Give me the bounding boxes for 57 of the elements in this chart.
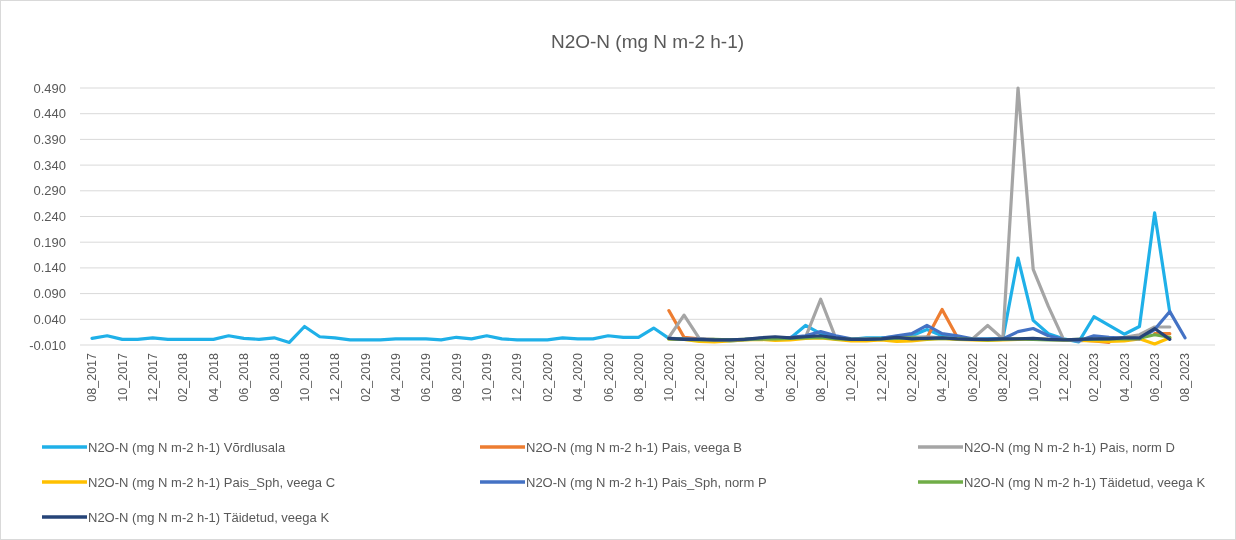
x-tick-label: 02_2020 [540,352,555,402]
y-tick-label: 0.440 [33,106,66,122]
x-tick-label: 12_2019 [510,352,525,402]
x-tick-label: 04_2020 [571,352,586,402]
x-tick-label: 04_2021 [753,352,768,402]
x-tick-label: 06_2018 [237,352,252,402]
line-series [667,326,1172,342]
y-tick-label: 0.040 [33,311,66,327]
legend-label: N2O-N (mg N m-2 h-1) Pais, veega B [526,439,743,455]
y-tick-label: 0.340 [33,157,66,173]
y-tick-label: -0.010 [29,337,66,353]
y-tick-label: 0.390 [33,131,66,147]
x-tick-label: 06_2019 [419,352,434,402]
x-tick-label: 10_2017 [115,352,130,402]
x-tick-label: 08_2021 [814,352,829,402]
x-tick-label: 12_2021 [874,352,889,402]
x-tick-label: 04_2019 [388,352,403,402]
x-tick-label: 08_2019 [449,352,464,402]
x-tick-label: 04_2023 [1117,352,1132,402]
x-tick-label: 10_2022 [1026,352,1041,402]
x-tick-label: 10_2020 [662,352,677,402]
x-tick-label: 10_2021 [844,352,859,402]
y-tick-label: 0.490 [33,80,66,96]
x-tick-label: 06_2021 [783,352,798,402]
x-tick-label: 08_2018 [267,352,282,402]
y-tick-label: 0.290 [33,183,66,199]
legend-label: N2O-N (mg N m-2 h-1) Võrdlusala [88,439,286,455]
x-tick-label: 08_2020 [631,352,646,402]
legend-label: N2O-N (mg N m-2 h-1) Pais_Sph, veega C [88,474,336,490]
legend-label: N2O-N (mg N m-2 h-1) Pais, norm D [964,439,1175,455]
y-tick-label: 0.140 [33,260,66,276]
y-tick-label: 0.240 [33,209,66,225]
x-tick-label: 08_2022 [996,352,1011,402]
x-tick-label: 08_2023 [1178,352,1193,402]
x-tick-label: 06_2020 [601,352,616,402]
y-tick-label: 0.090 [33,286,66,302]
legend-label: N2O-N (mg N m-2 h-1) Täidetud, veega K [88,509,330,525]
x-tick-label: 10_2018 [297,352,312,402]
chart-title: N2O-N (mg N m-2 h-1) [550,31,745,52]
x-tick-label: 12_2018 [328,352,343,402]
x-tick-label: 02_2019 [358,352,373,402]
x-tick-label: 04_2022 [935,352,950,402]
x-tick-label: 12_2022 [1056,352,1071,402]
y-tick-label: 0.190 [33,234,66,250]
x-tick-label: 04_2018 [206,352,221,402]
legend-label: N2O-N (mg N m-2 h-1) Täidetud, veega K [964,474,1206,490]
x-tick-label: 02_2018 [176,352,191,402]
x-tick-label: 06_2022 [965,352,980,402]
x-tick-label: 02_2022 [905,352,920,402]
x-tick-label: 02_2021 [722,352,737,402]
x-tick-label: 02_2023 [1087,352,1102,402]
x-tick-label: 08_2017 [85,352,100,402]
legend-label: N2O-N (mg N m-2 h-1) Pais_Sph, norm P [526,474,767,490]
x-tick-label: 12_2020 [692,352,707,402]
x-tick-label: 12_2017 [146,352,161,402]
x-tick-label: 10_2019 [480,352,495,402]
x-tick-label: 06_2023 [1148,352,1163,402]
